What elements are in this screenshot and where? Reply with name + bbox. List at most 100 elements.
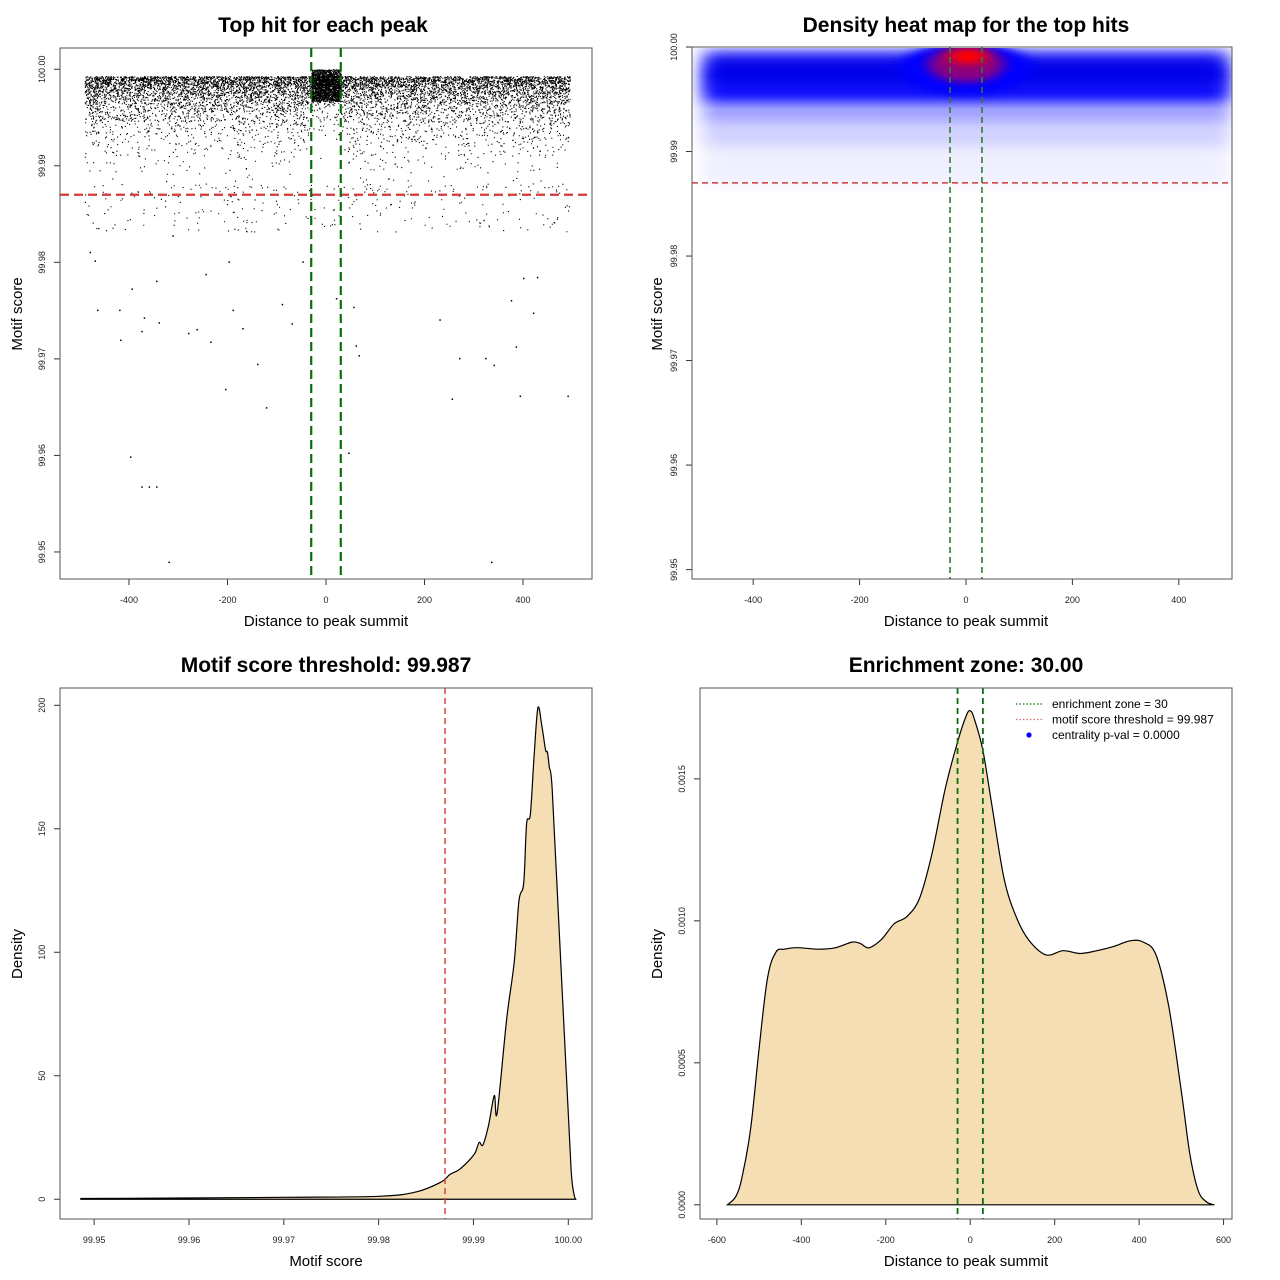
scatter-point bbox=[119, 309, 121, 312]
plot-area: -400 -200 0 200 400 99.95 99.96 99.97 99.98 99.99… bbox=[669, 33, 1232, 605]
density-area bbox=[727, 710, 1215, 1205]
scatter-point bbox=[172, 235, 174, 237]
scatter-point bbox=[242, 327, 244, 330]
scatter-point bbox=[291, 323, 294, 325]
scatter-point bbox=[510, 299, 513, 302]
x-tick-label: 200 bbox=[1065, 595, 1080, 605]
scatter-point bbox=[129, 456, 132, 458]
x-tick-label: -200 bbox=[218, 595, 236, 605]
scatter-point bbox=[143, 317, 146, 319]
y-tick-label: 99.96 bbox=[669, 454, 679, 477]
scatter-point bbox=[536, 276, 539, 279]
x-axis-label: Distance to peak summit bbox=[884, 613, 1049, 630]
panel-heatmap: Density heat map for the top hits Distan… bbox=[649, 14, 1233, 630]
scatter-point bbox=[148, 486, 151, 488]
panel-distance-density: Enrichment zone: 30.00 Distance to peak … bbox=[649, 654, 1233, 1270]
scatter-point bbox=[439, 319, 441, 321]
density-line bbox=[80, 706, 577, 1200]
legend-item: motif score threshold = 99.987 bbox=[1016, 713, 1214, 727]
x-tick-label: 100.00 bbox=[555, 1235, 583, 1245]
y-tick-label: 200 bbox=[37, 698, 47, 713]
legend-item: enrichment zone = 30 bbox=[1016, 697, 1168, 711]
scatter-point bbox=[228, 261, 230, 263]
legend-label: enrichment zone = 30 bbox=[1052, 697, 1168, 711]
scatter-point bbox=[532, 312, 535, 315]
x-tick-label: 99.99 bbox=[462, 1235, 485, 1245]
y-tick-label: 0.0000 bbox=[677, 1191, 687, 1219]
scatter-point bbox=[302, 261, 304, 263]
scatter-point bbox=[96, 309, 99, 312]
chart-title: Motif score threshold: 99.987 bbox=[181, 654, 472, 677]
plot-frame bbox=[59, 687, 593, 1220]
scatter-point bbox=[156, 486, 158, 488]
y-axis-label: Density bbox=[9, 928, 26, 979]
scatter-point bbox=[205, 273, 207, 276]
scatter-point bbox=[353, 306, 355, 309]
chart-title: Enrichment zone: 30.00 bbox=[849, 654, 1084, 677]
scatter-point bbox=[168, 561, 170, 564]
x-tick-label: 99.97 bbox=[273, 1235, 296, 1245]
y-tick-label: 0.0005 bbox=[677, 1049, 687, 1077]
plot-area: -400 -200 0 200 400 99.95 99.96 99.97 99.98 99.99… bbox=[37, 48, 592, 605]
scatter-point bbox=[265, 407, 268, 409]
plot-frame bbox=[699, 687, 1233, 1220]
y-axis-label: Motif score bbox=[649, 277, 666, 350]
legend-label: motif score threshold = 99.987 bbox=[1052, 713, 1214, 727]
scatter-point bbox=[257, 363, 259, 366]
scatter-point bbox=[348, 452, 350, 455]
scatter-point bbox=[141, 330, 143, 333]
x-tick-label: -600 bbox=[708, 1235, 726, 1245]
y-tick-label: 100.00 bbox=[669, 33, 679, 61]
x-tick-label: 400 bbox=[1171, 595, 1186, 605]
x-tick-label: -400 bbox=[744, 595, 762, 605]
y-axis-label: Motif score bbox=[9, 277, 26, 350]
x-tick-label: 400 bbox=[516, 595, 531, 605]
heatmap-hotspot-core bbox=[947, 48, 988, 65]
scatter-point bbox=[225, 388, 227, 391]
x-tick-label: 200 bbox=[417, 595, 432, 605]
y-tick-label: 0.0010 bbox=[677, 907, 687, 935]
scatter-point bbox=[210, 341, 212, 343]
x-axis-label: Motif score bbox=[289, 1253, 362, 1270]
scatter-point bbox=[493, 364, 495, 367]
scatter-point bbox=[355, 345, 358, 347]
x-tick-label: 0 bbox=[323, 595, 328, 605]
x-axis-label: Distance to peak summit bbox=[244, 613, 409, 630]
plot-frame bbox=[59, 47, 593, 580]
scatter-point bbox=[459, 357, 461, 360]
heatmap-cells bbox=[702, 48, 1230, 185]
scatter-point bbox=[358, 355, 361, 357]
scatter-point bbox=[131, 288, 133, 290]
y-tick-label: 50 bbox=[37, 1071, 47, 1081]
scatter-point bbox=[281, 303, 284, 306]
x-tick-label: -400 bbox=[792, 1235, 810, 1245]
x-tick-label: 200 bbox=[1047, 1235, 1062, 1245]
scatter-point bbox=[567, 395, 569, 398]
legend-dot-icon bbox=[1026, 732, 1032, 738]
y-tick-label: 99.98 bbox=[37, 251, 47, 274]
scatter-point bbox=[451, 398, 454, 400]
scatter-point bbox=[158, 322, 161, 324]
scatter-point bbox=[232, 309, 234, 312]
x-tick-label: -200 bbox=[851, 595, 869, 605]
panel-score-density: Motif score threshold: 99.987 Motif scor… bbox=[9, 654, 593, 1270]
x-axis-label: Distance to peak summit bbox=[884, 1253, 1049, 1270]
y-tick-label: 99.99 bbox=[669, 140, 679, 163]
scatter-points bbox=[84, 69, 571, 564]
scatter-point bbox=[523, 277, 525, 280]
scatter-point bbox=[485, 357, 487, 360]
scatter-point bbox=[89, 251, 92, 254]
scatter-point bbox=[188, 332, 190, 335]
y-tick-label: 150 bbox=[37, 821, 47, 836]
y-tick-label: 0 bbox=[37, 1197, 47, 1202]
legend-label: centrality p-val = 0.0000 bbox=[1052, 728, 1180, 742]
x-tick-label: 0 bbox=[968, 1235, 973, 1245]
y-tick-label: 99.99 bbox=[37, 155, 47, 178]
y-axis-label: Density bbox=[649, 928, 666, 979]
scatter-point bbox=[196, 328, 198, 331]
scatter-point bbox=[335, 298, 338, 300]
scatter-point-cloud bbox=[84, 69, 571, 233]
y-tick-label: 99.97 bbox=[669, 349, 679, 372]
plot-area: 99.95 99.96 99.97 99.98 99.99 100.00 0 50 100 150… bbox=[37, 688, 582, 1245]
